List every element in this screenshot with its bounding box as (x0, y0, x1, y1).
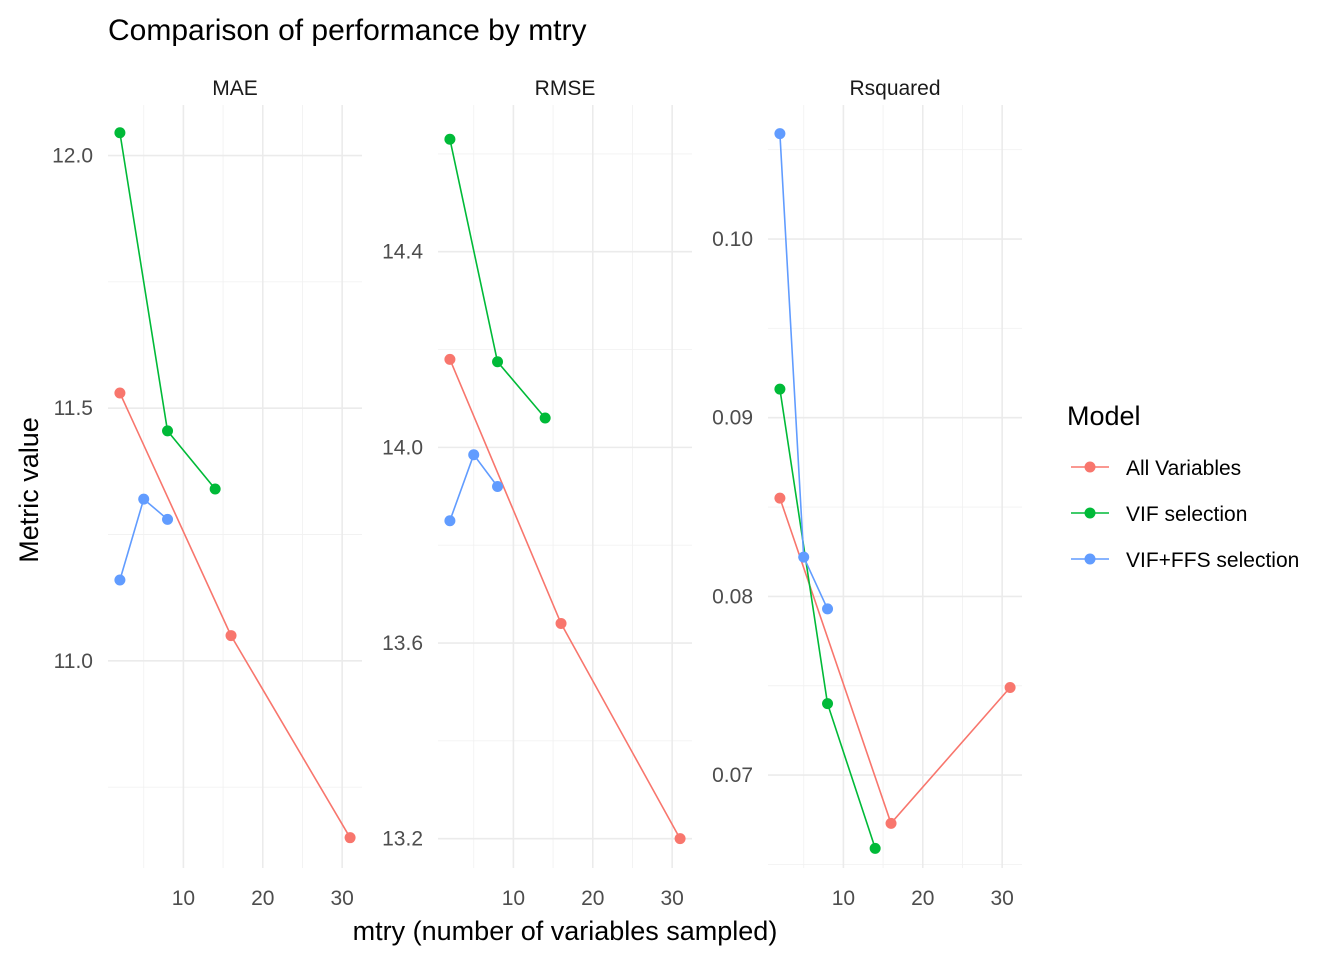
x-tick-label: 10 (172, 887, 195, 910)
data-point-vif-ffs-selection (774, 128, 786, 140)
series-line-vif-selection (779, 388, 876, 849)
y-tick-label: 14.0 (382, 436, 423, 459)
data-point-vif-selection (539, 412, 551, 424)
data-point-vif-selection (444, 133, 456, 145)
legend-label: All Variables (1126, 457, 1241, 480)
legend-key-point (1084, 507, 1096, 519)
y-tick-label: 11.0 (54, 650, 93, 673)
data-point-vif-selection (209, 483, 221, 495)
facet-mae: MAE 10 20 30 11.0 11.5 12.0 (52, 77, 362, 910)
data-point-all-variables (444, 353, 456, 365)
facet-label: MAE (212, 77, 258, 100)
data-point-vif-selection (822, 698, 834, 710)
legend: Model All Variables VIF selection VIF+FFS … (1067, 401, 1299, 572)
legend-entry-vif-selection: VIF selection (1071, 503, 1247, 526)
data-point-vif-ffs-selection (138, 493, 150, 505)
x-axis-title: mtry (number of variables sampled) (353, 916, 778, 946)
data-point-vif-ffs-selection (492, 481, 504, 492)
x-tick-label: 30 (330, 887, 353, 910)
legend-label: VIF selection (1126, 503, 1247, 526)
chart-title: Comparison of performance by mtry (108, 14, 587, 47)
y-tick-label: 13.6 (382, 632, 423, 655)
series-line-all-variables (119, 392, 351, 839)
data-point-vif-selection (492, 356, 504, 368)
x-tick-label: 20 (251, 887, 274, 910)
data-point-vif-ffs-selection (114, 574, 126, 586)
legend-entry-all-variables: All Variables (1071, 457, 1241, 480)
data-point-all-variables (674, 833, 686, 845)
legend-label: VIF+FFS selection (1126, 549, 1299, 572)
facet-rsquared: Rsquared 10 20 30 0.07 0.08 0.09 0.10 (712, 77, 1022, 910)
data-point-vif-ffs-selection (798, 551, 810, 563)
data-point-vif-ffs-selection (468, 449, 480, 461)
y-tick-label: 0.10 (712, 228, 753, 251)
legend-key-point (1084, 553, 1096, 565)
y-axis-title: Metric value (14, 417, 44, 563)
data-point-all-variables (114, 387, 126, 399)
x-tick-label: 30 (660, 887, 683, 910)
x-tick-label: 10 (502, 887, 525, 910)
legend-title: Model (1067, 401, 1141, 431)
y-tick-label: 14.4 (382, 241, 423, 264)
data-point-all-variables (774, 492, 786, 504)
data-point-all-variables (555, 617, 567, 629)
y-tick-label: 0.09 (712, 407, 753, 430)
x-tick-label: 20 (911, 887, 934, 910)
y-tick-label: 13.2 (382, 828, 423, 851)
data-point-all-variables (885, 817, 897, 829)
x-tick-label: 20 (581, 887, 604, 910)
data-point-all-variables (225, 630, 237, 642)
data-point-all-variables (344, 832, 356, 844)
facet-label: RMSE (535, 77, 596, 100)
data-point-all-variables (1004, 682, 1016, 694)
facet-label: Rsquared (849, 77, 940, 100)
data-point-vif-ffs-selection (822, 603, 834, 615)
series-line-vif-selection (449, 139, 546, 419)
facet-rmse: RMSE 10 20 30 13.2 13.6 14.0 14.4 (382, 77, 692, 910)
data-point-vif-selection (869, 842, 881, 854)
y-tick-label: 0.07 (712, 764, 753, 787)
y-tick-label: 11.5 (54, 397, 93, 420)
data-point-vif-selection (114, 127, 126, 139)
series-line-all-variables (449, 358, 681, 840)
data-point-vif-ffs-selection (444, 515, 456, 527)
x-tick-label: 30 (990, 887, 1013, 910)
data-point-vif-ffs-selection (162, 513, 174, 525)
data-point-vif-selection (162, 425, 174, 437)
facet-panels: MAE 10 20 30 11.0 11.5 12.0 RMSE 10 20 30 13.2 13.6 1… (52, 77, 1022, 910)
y-tick-label: 12.0 (52, 145, 93, 168)
x-tick-label: 10 (832, 887, 855, 910)
legend-key-point (1084, 461, 1096, 473)
legend-entry-vif-ffs-selection: VIF+FFS selection (1071, 549, 1299, 572)
data-point-vif-selection (774, 383, 786, 395)
y-tick-label: 0.08 (712, 585, 753, 608)
